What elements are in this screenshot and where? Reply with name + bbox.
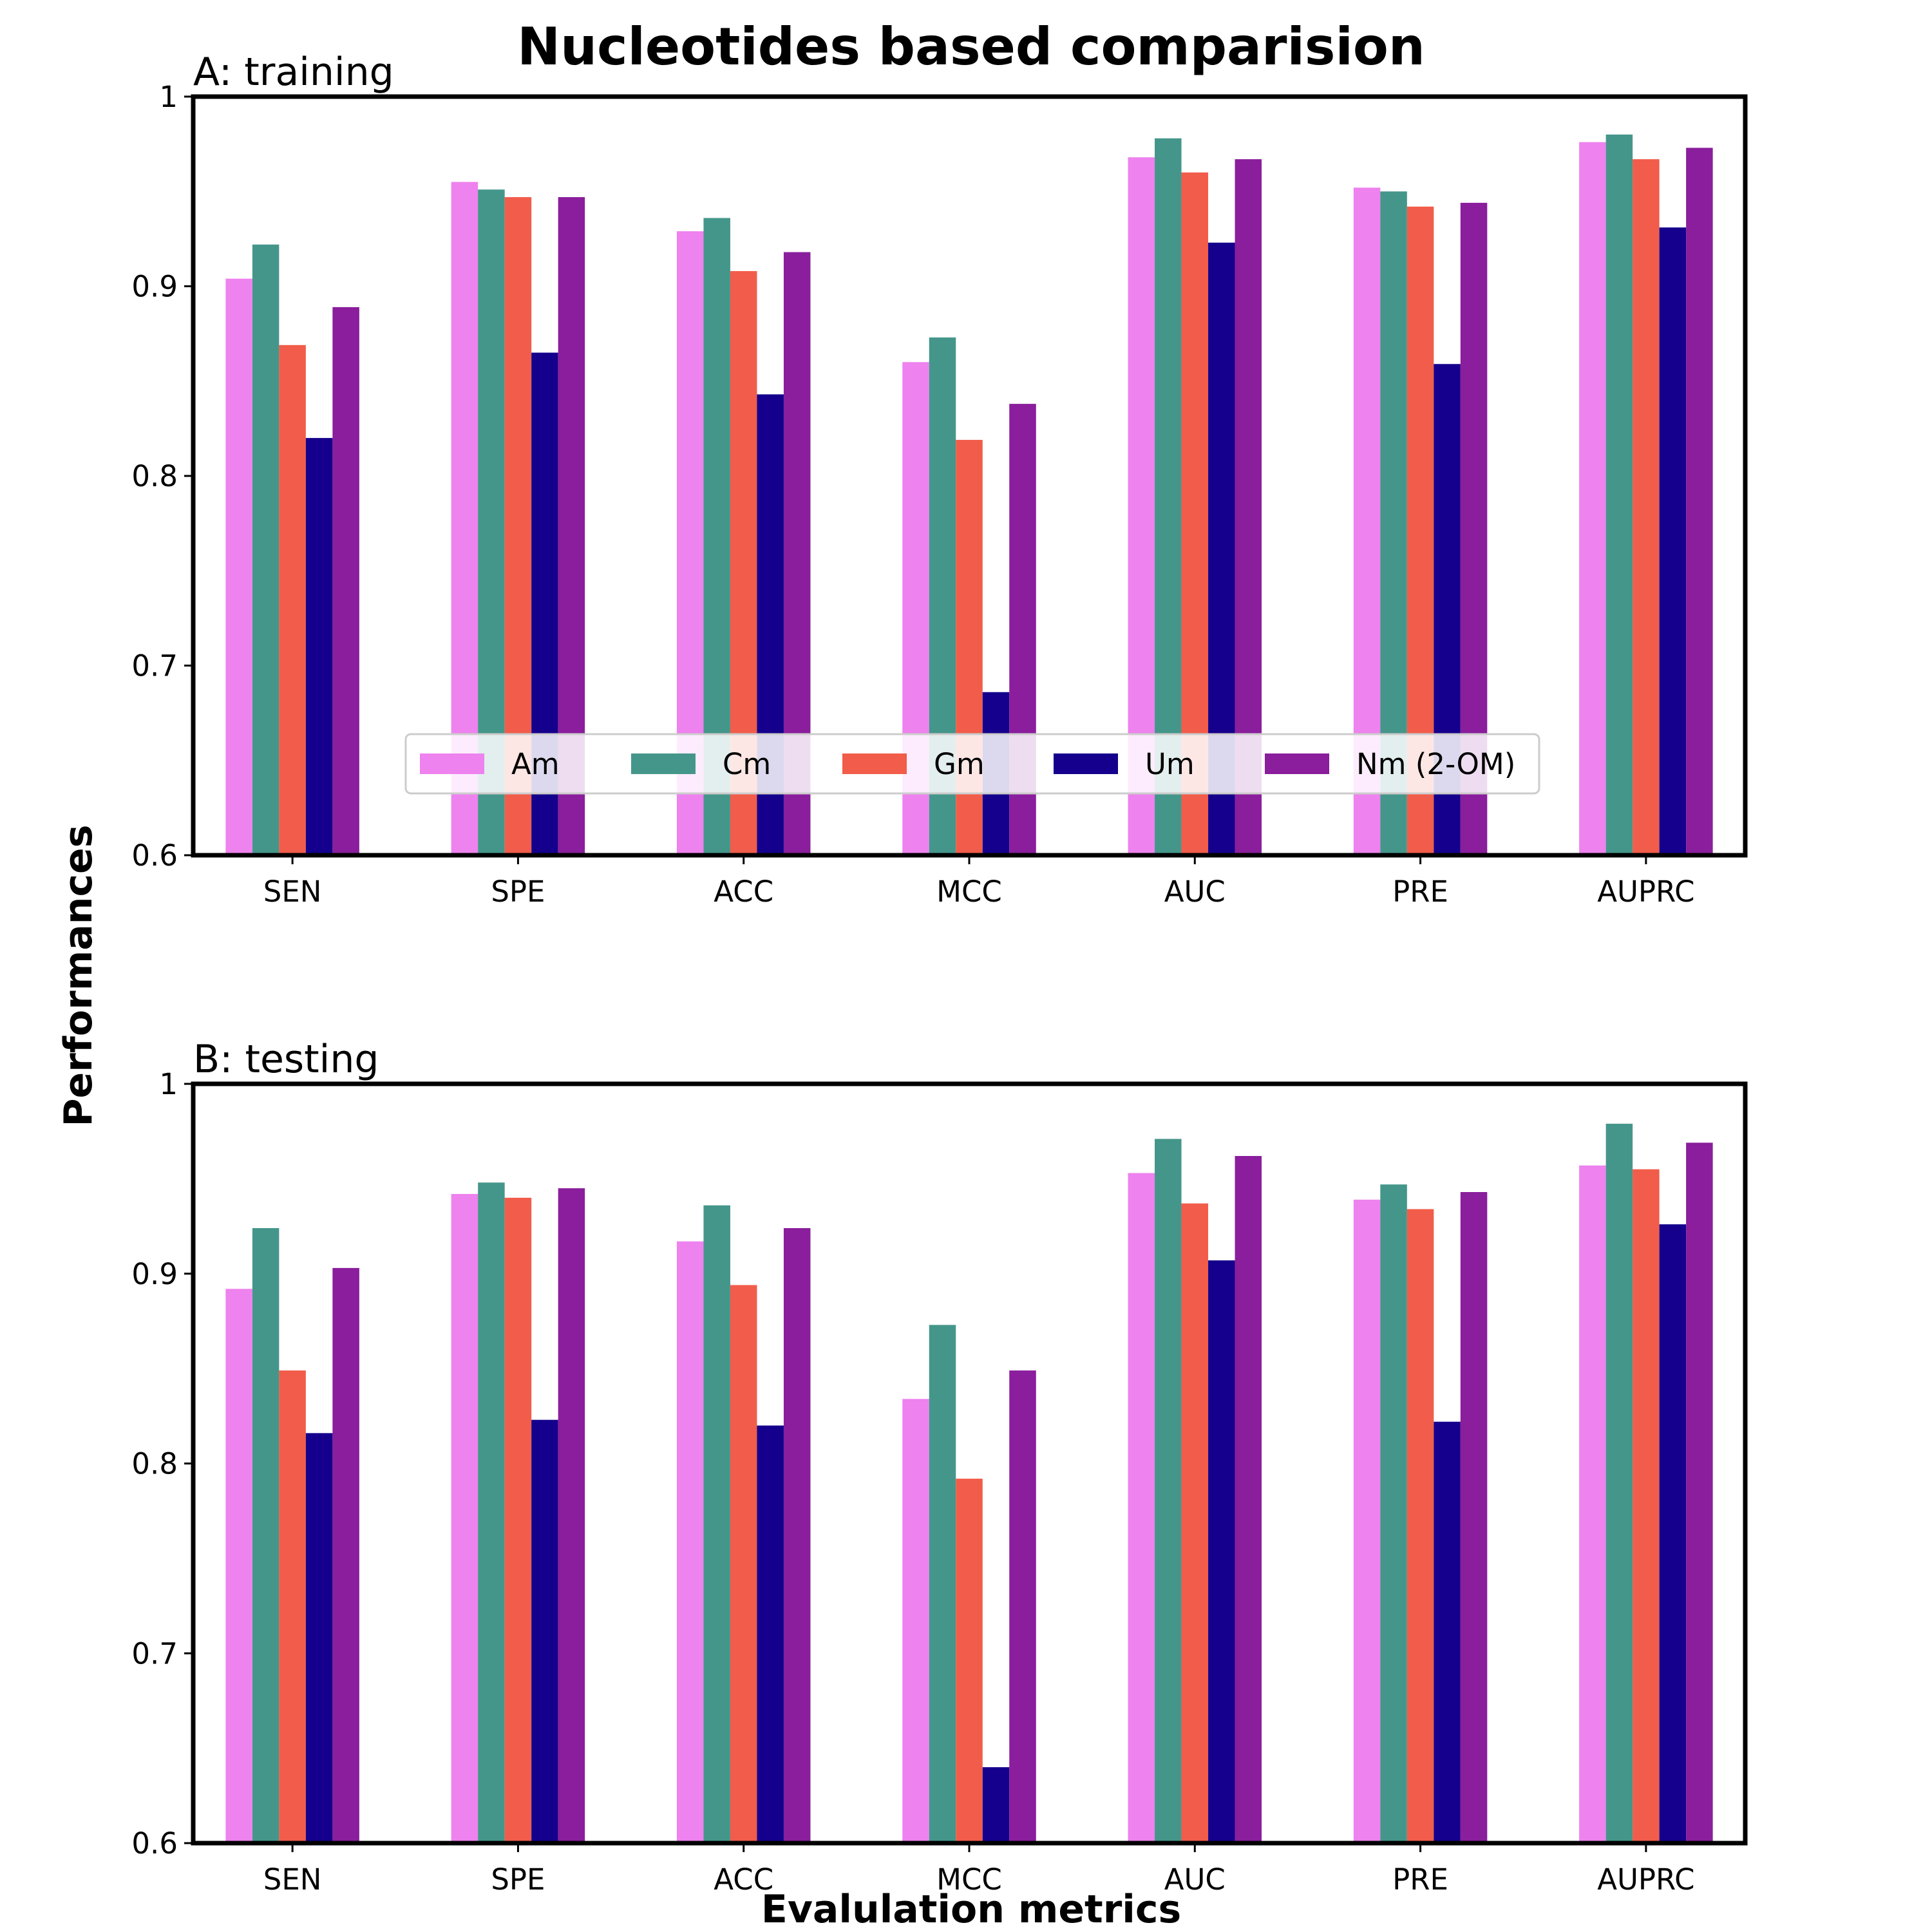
x-tick-label: SPE [491,875,545,909]
x-tick-label: PRE [1392,875,1448,909]
bar-acc-um [757,1425,784,1843]
x-tick-label: SPE [491,1862,545,1897]
x-tick-label: SEN [263,1862,322,1897]
plot-frame [191,1081,1748,1846]
legend-swatch [631,753,696,774]
x-tick-label: ACC [714,875,773,909]
bar-spe-um [531,1419,558,1843]
bar-mcc-cm [929,1325,956,1843]
bar-auprc-gm [1633,1169,1660,1843]
bar-pre-am [1353,1199,1381,1843]
legend-swatch [1054,753,1118,774]
bar-sen-am [225,278,252,856]
bar-mcc-am [902,1399,929,1843]
bar-acc-cm [703,1205,730,1843]
x-tick-label: ACC [714,1862,773,1897]
y-tick-label: 0.6 [131,838,178,873]
bar-auc-um [1208,1260,1235,1843]
y-tick-label: 0.8 [131,1447,178,1481]
x-tick-label: SEN [263,875,322,909]
bar-spe-gm [504,1197,532,1843]
bar-acc-gm [730,1285,757,1843]
y-tick-label: 0.7 [131,1636,178,1671]
plot-frame [191,94,1748,858]
bar-pre-um [1434,1421,1461,1843]
bar-sen-cm [252,1228,279,1843]
x-tick-label: MCC [936,1862,1002,1897]
x-tick-label: AUPRC [1597,875,1694,909]
bar-sen-cm [252,244,279,856]
bar-auprc-cm [1605,134,1633,855]
y-tick-label: 1 [159,1067,178,1101]
bar-auc-gm [1181,1203,1209,1843]
x-axis-label: Evalulation metrics [761,1887,1181,1932]
bar-mcc-um [982,1767,1010,1843]
bar-auc-am [1128,1173,1155,1843]
bar-pre-cm [1380,1184,1407,1843]
x-tick-label: AUC [1164,1862,1226,1897]
y-tick-label: 0.6 [131,1826,178,1861]
x-tick-label: PRE [1392,1862,1448,1897]
panel-title: B: testing [193,1037,379,1082]
panel-testing: B: testing SEN SPE ACC MCC AUC PRE AUPRC 0.6 0.7 0… [131,1037,1748,1897]
bar-spe-cm [478,1182,505,1843]
bar-auprc-gm [1633,159,1660,855]
legend-box [404,733,1540,795]
legend: Am Cm Gm Um Nm (2-OM) [404,733,1540,795]
y-tick-label: 0.9 [131,1257,178,1291]
bar-auprc-cm [1605,1123,1633,1843]
legend-swatch [842,753,907,774]
bar-pre-nm [1460,1192,1488,1843]
y-tick-label: 0.7 [131,649,178,683]
bar-sen-nm [332,307,359,855]
x-tick-label: AUC [1164,875,1226,909]
x-tick-label: AUPRC [1597,1862,1694,1897]
x-tick-label: MCC [936,875,1002,909]
y-tick-label: 0.9 [131,270,178,304]
bar-sen-nm [332,1267,359,1843]
bar-sen-um [305,438,333,855]
panel-title: A: training [193,50,394,95]
bar-acc-nm [783,1228,811,1843]
bar-sen-gm [279,345,306,855]
y-tick-label: 0.8 [131,459,178,493]
legend-label: Cm [723,747,771,781]
bar-acc-am [676,1241,704,1843]
bar-auprc-am [1579,142,1606,856]
legend-label: Gm [934,747,985,781]
bar-auprc-nm [1686,147,1713,855]
legend-swatch [420,753,484,774]
bar-sen-gm [279,1370,306,1843]
bar-sen-am [225,1289,252,1843]
bar-auprc-am [1579,1165,1606,1843]
bar-pre-gm [1406,1209,1434,1843]
y-axis-label: Performances [56,825,101,1127]
bar-auprc-nm [1686,1142,1713,1843]
legend-label: Nm (2-OM) [1356,747,1515,781]
bar-spe-am [451,1193,478,1843]
legend-swatch [1265,753,1329,774]
y-tick-label: 1 [159,80,178,114]
bar-mcc-gm [956,1479,983,1843]
bar-auprc-um [1659,227,1687,856]
bar-auc-cm [1155,1139,1182,1843]
bar-mcc-nm [1009,1370,1036,1843]
figure-title: Nucleotides based comparision [517,17,1425,77]
bar-auprc-um [1659,1224,1687,1843]
bar-spe-nm [558,1188,585,1843]
legend-label: Um [1145,747,1195,781]
bar-auc-nm [1235,1156,1262,1843]
bar-sen-um [305,1433,333,1843]
legend-label: Am [511,747,560,781]
